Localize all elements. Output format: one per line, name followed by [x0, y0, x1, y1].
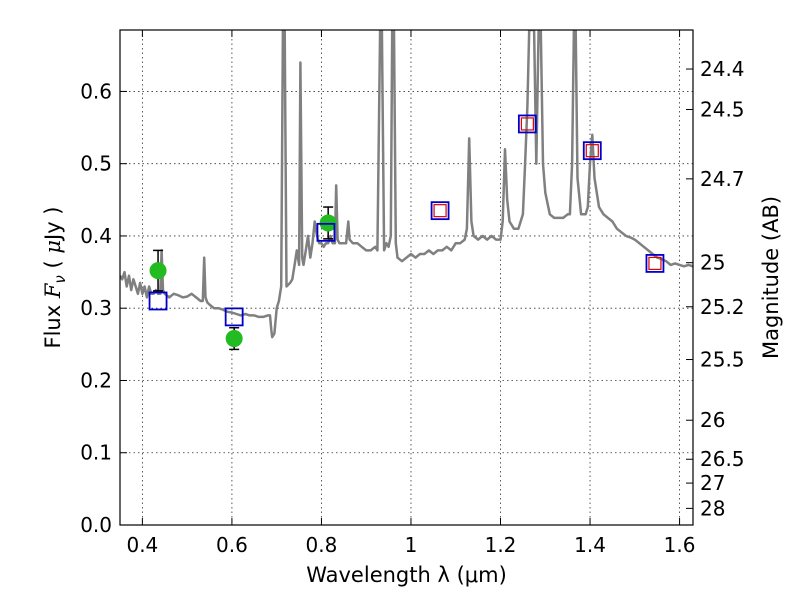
- blue-square-3: [430, 201, 450, 221]
- plot-frame: [119, 29, 694, 526]
- mag-tick-label-3: 25: [700, 251, 725, 275]
- mag-tick-label-0: 24.4: [700, 57, 745, 81]
- blue-square-2: [316, 222, 336, 242]
- y-label-part-4: (: [41, 254, 65, 276]
- blue-square-5: [582, 141, 602, 161]
- red-square-1: [520, 117, 534, 131]
- y-axis-label: Flux Fν ( μJy ): [41, 207, 69, 349]
- mag-tick-label-9: 28: [700, 496, 725, 520]
- x-tick-label-5: 1.4: [574, 533, 606, 557]
- points-layer: [148, 114, 665, 351]
- y-label-part-3: ν: [51, 275, 69, 283]
- grid: [120, 30, 693, 525]
- x-tick-label-3: 1: [405, 533, 418, 557]
- x-tick-label-6: 1.6: [664, 533, 696, 557]
- y-label-part-1: Flux: [41, 298, 65, 348]
- y-label-part-2: F: [41, 282, 65, 299]
- x-tick-label-0: 0.4: [126, 533, 158, 557]
- blue-square-1: [224, 307, 244, 327]
- y-label-part-5: μ: [41, 240, 65, 254]
- y-label-part-6: Jy ): [41, 207, 65, 243]
- observed-point-0: [149, 262, 167, 280]
- mag-tick-label-4: 25.2: [700, 295, 745, 319]
- y-tick-label-6: 0.6: [80, 79, 112, 103]
- x-tick-label-4: 1.2: [485, 533, 517, 557]
- blue-square-6: [645, 254, 665, 273]
- observed-point-1: [225, 330, 243, 348]
- mag-tick-label-5: 25.5: [700, 348, 745, 372]
- y-tick-label-0: 0.0: [80, 513, 112, 537]
- x-tick-label-1: 0.6: [216, 533, 248, 557]
- ticks: 0.4 0.6 0.8 1 1.2 1.4 1.6 0.0 0.1 0.2 0.3 0.4 0.5 0.6…: [80, 30, 745, 557]
- mag-tick-label-7: 26.5: [700, 447, 745, 471]
- y2-axis-label: Magnitude (AB): [759, 196, 783, 359]
- red-square-3: [648, 256, 662, 271]
- labels: Wavelength λ (μm) Flux Fν ( μJy ) Magnit…: [41, 196, 783, 587]
- mag-tick-label-6: 26: [700, 408, 725, 432]
- x-tick-label-2: 0.8: [306, 533, 338, 557]
- spectrum-line: [120, 30, 693, 339]
- spectrum-layer: [120, 30, 693, 339]
- red-square-2: [585, 144, 599, 158]
- blue-square-4: [517, 114, 537, 134]
- y-tick-label-4: 0.4: [80, 224, 112, 248]
- mag-tick-label-2: 24.7: [700, 167, 745, 191]
- mag-tick-label-1: 24.5: [700, 97, 745, 121]
- y-tick-label-1: 0.1: [80, 441, 112, 465]
- mag-tick-label-8: 27: [700, 471, 725, 495]
- red-square-0: [433, 204, 447, 218]
- y-tick-label-2: 0.2: [80, 368, 112, 392]
- y-tick-label-3: 0.3: [80, 296, 112, 320]
- blue-square-0: [148, 291, 168, 311]
- y-tick-label-5: 0.5: [80, 152, 112, 176]
- x-axis-label: Wavelength λ (μm): [306, 563, 507, 587]
